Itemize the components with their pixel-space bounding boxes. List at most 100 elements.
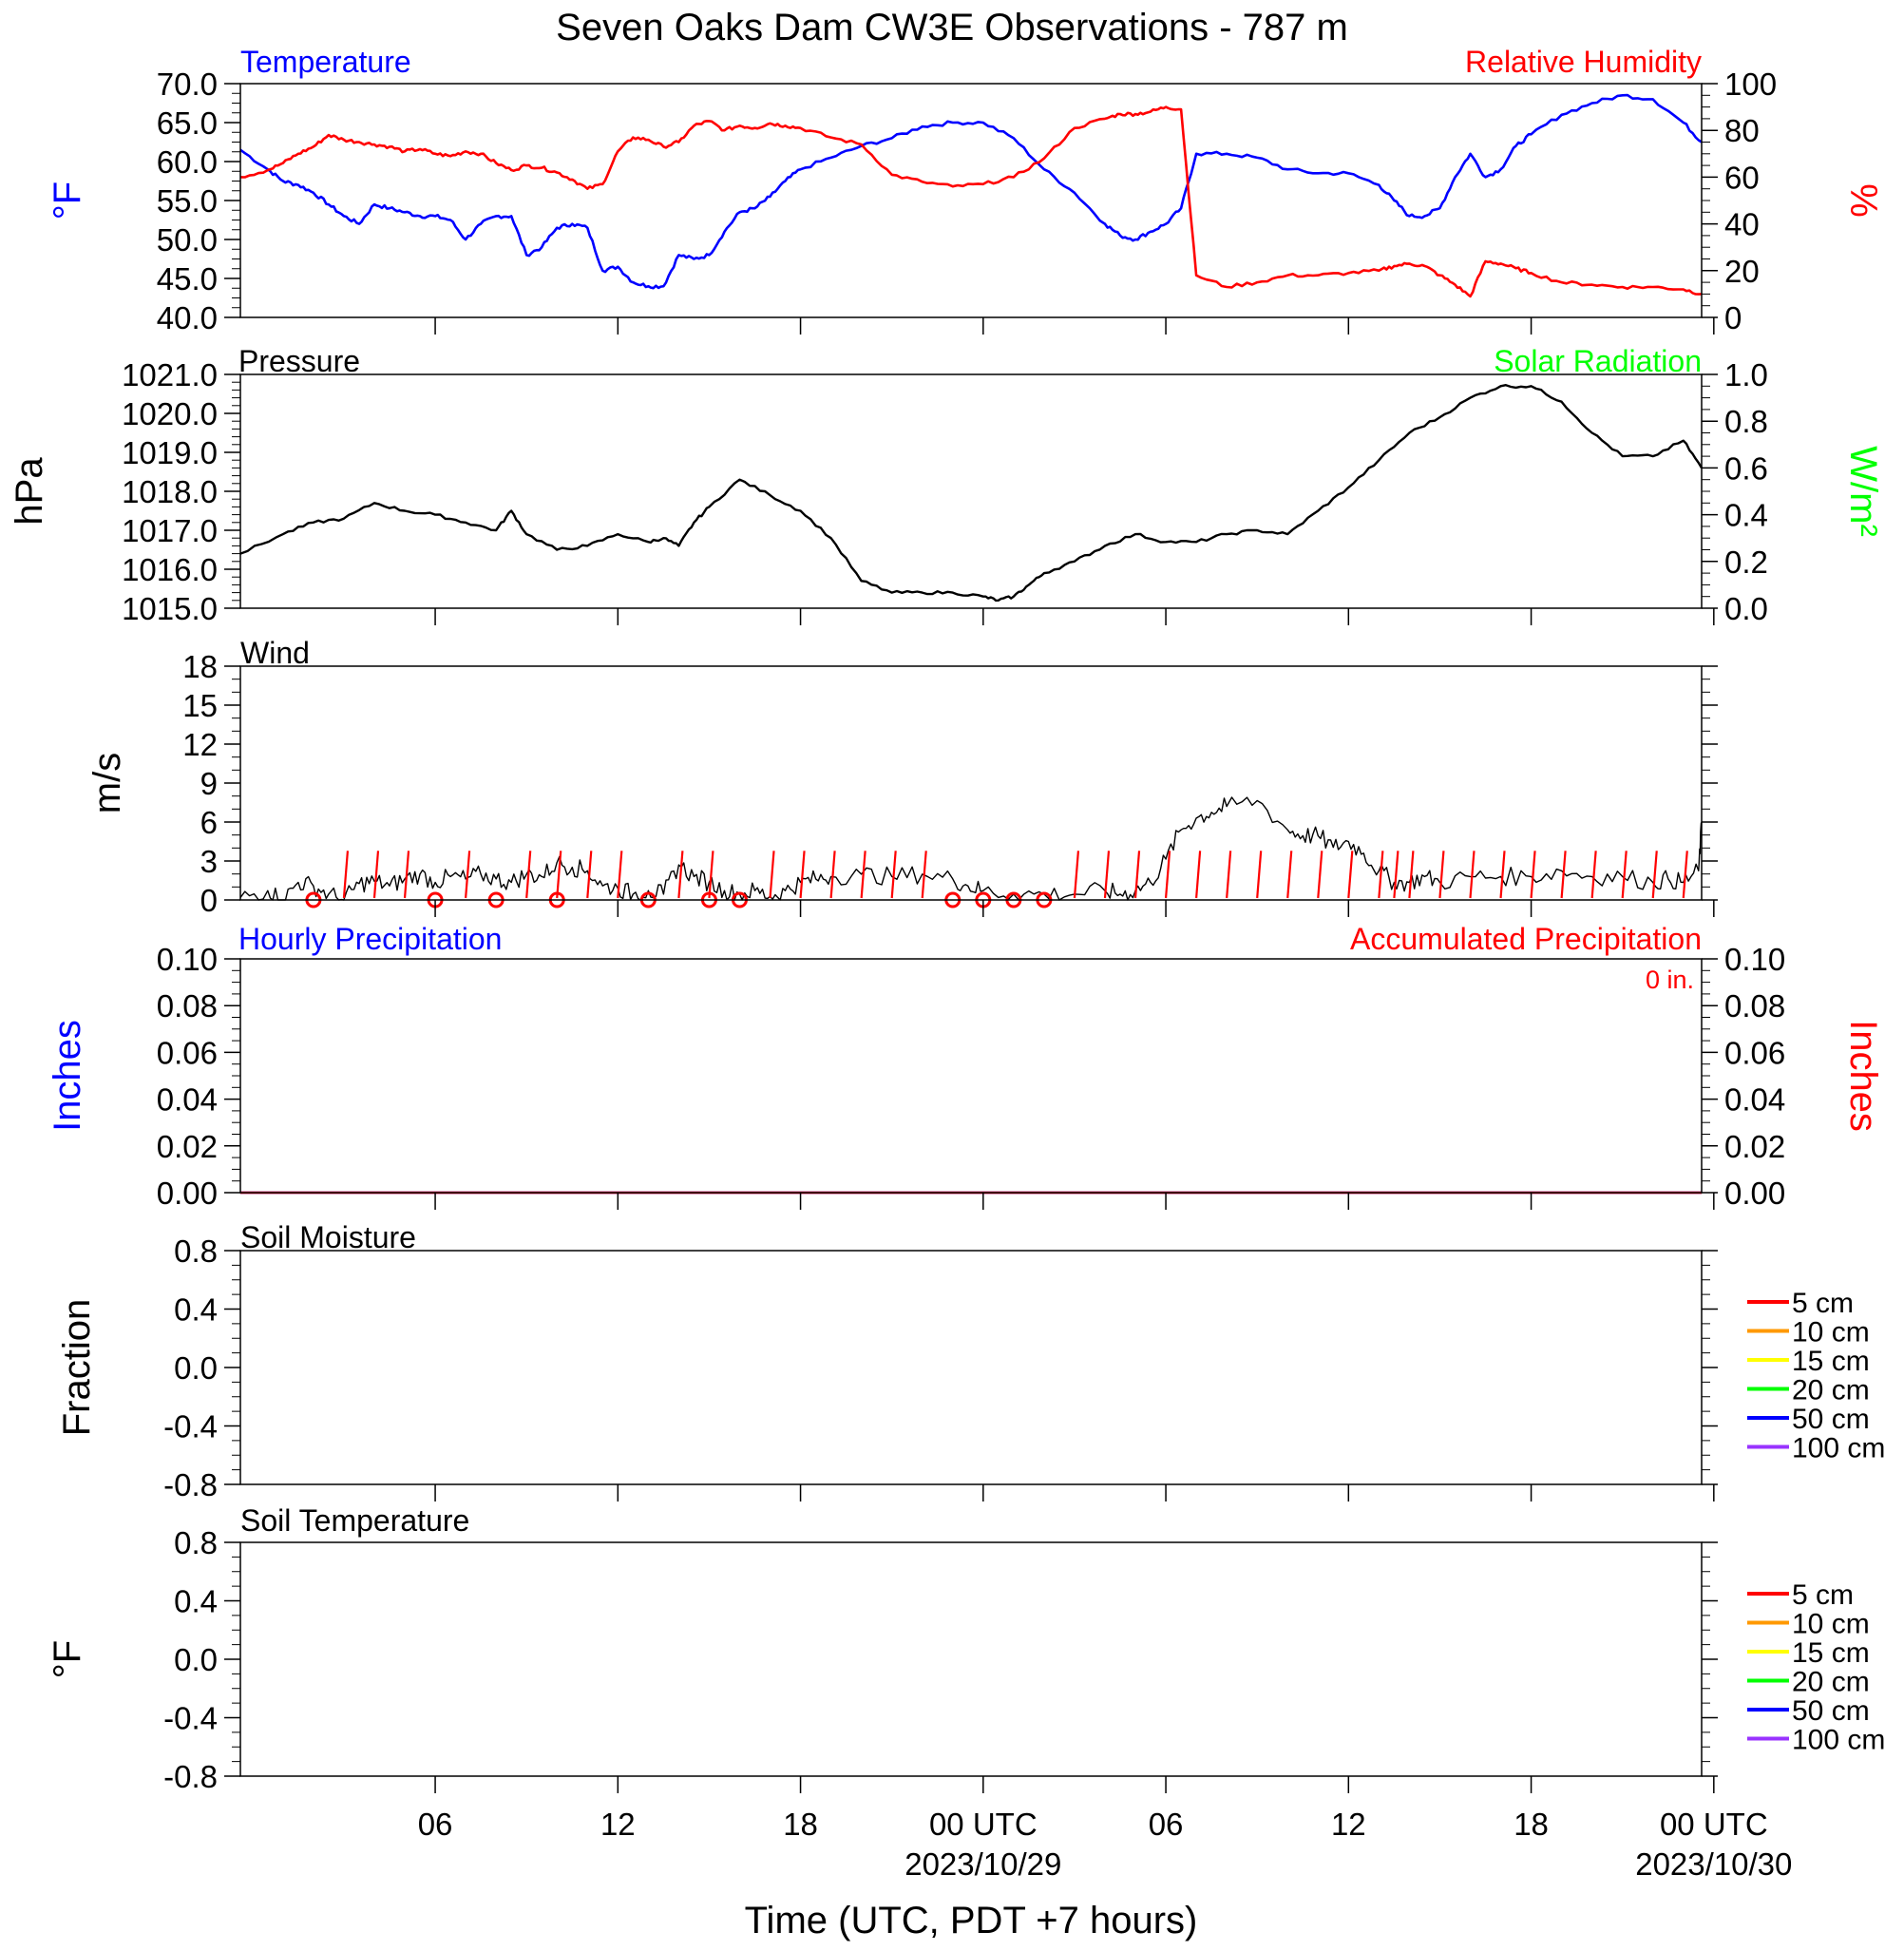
y-tick-label: 0.02	[1724, 1129, 1785, 1164]
y-tick-label: 3	[200, 844, 218, 879]
soil-moisture-title: Soil Moisture	[240, 1220, 416, 1254]
pressure-axis: 1021.0 1020.0 1019.0 1018.0 1017.0 1016.0 1015…	[122, 357, 240, 626]
wind-barb	[1103, 851, 1111, 899]
y-tick-label: 0.10	[1724, 942, 1785, 977]
y-tick-label: 0.8	[174, 1234, 218, 1269]
wind-barb	[1347, 851, 1354, 899]
wind-barb	[1226, 851, 1232, 899]
wind-barb	[342, 851, 350, 899]
legend-label: 20 cm	[1792, 1375, 1870, 1406]
wind-barb	[1164, 851, 1171, 899]
y-tick-label: 40.0	[157, 300, 218, 335]
wind-barb	[403, 851, 410, 899]
soil-moisture-right-ticks	[1702, 1250, 1718, 1485]
temp-rh-series-layer	[239, 93, 1703, 298]
wind-barb	[829, 851, 836, 899]
y-tick-label: 0.00	[1724, 1176, 1785, 1211]
y-tick-label: 0.08	[157, 988, 218, 1023]
accum-precip-title: Accumulated Precipitation	[1350, 922, 1702, 956]
wind-barb	[1590, 851, 1597, 899]
wind-barb	[1499, 851, 1506, 899]
y-tick-label: 0.00	[157, 1176, 218, 1211]
y-tick-label: -0.8	[163, 1759, 218, 1794]
y-tick-label: 0.0	[1724, 591, 1768, 626]
legend-label: 50 cm	[1792, 1404, 1870, 1435]
x-tick-label: 12	[600, 1807, 636, 1842]
y-tick-label: 0.04	[157, 1082, 218, 1118]
chart-title: Seven Oaks Dam CW3E Observations - 787 m	[556, 7, 1348, 48]
wind-barb	[1393, 851, 1399, 899]
soil-temperature-title: Soil Temperature	[240, 1503, 469, 1538]
wind-series-layer	[239, 796, 1703, 909]
wind-title: Wind	[240, 636, 310, 670]
soil-moisture-axis: 0.8 0.4 0.0 -0.4 -0.8	[163, 1234, 240, 1502]
soil-temperature-axis: 0.8 0.4 0.0 -0.4 -0.8	[163, 1525, 240, 1794]
humidity-unit: %	[1842, 183, 1884, 218]
y-tick-label: 0.0	[174, 1642, 218, 1677]
pressure-panel: 1021.0 1020.0 1019.0 1018.0 1017.0 1016.0 1015…	[9, 344, 1884, 626]
x-date-label: 2023/10/30	[1635, 1846, 1792, 1882]
wind-unit: m/s	[86, 753, 128, 813]
soil-temperature-right-ticks	[1702, 1541, 1718, 1777]
legend-label: 20 cm	[1792, 1667, 1870, 1698]
wind-barb	[890, 851, 897, 899]
wind-barb	[1560, 851, 1567, 899]
y-tick-label: 80	[1724, 113, 1760, 148]
legend-label: 10 cm	[1792, 1317, 1870, 1348]
pressure-frame	[239, 373, 1703, 609]
wind-barb	[1651, 851, 1658, 899]
humidity-axis: 100 80 60 40 20 0	[1702, 67, 1777, 335]
wind-barb	[921, 851, 927, 899]
hourly-precip-title: Hourly Precipitation	[238, 922, 502, 956]
legend-label: 10 cm	[1792, 1609, 1870, 1640]
y-tick-label: 0.08	[1724, 988, 1785, 1023]
x-tick-label: 18	[783, 1807, 818, 1842]
y-tick-label: 0.2	[1724, 545, 1768, 580]
y-tick-label: 1021.0	[122, 357, 218, 392]
wind-barb	[1469, 851, 1476, 899]
wind-barb	[525, 851, 532, 899]
y-tick-label: 70.0	[157, 67, 218, 102]
wind-panel: 18 15 12 9 6 3 0 Wind m/s	[86, 636, 1718, 918]
x-tick-label: 18	[1514, 1807, 1549, 1842]
y-tick-label: 1015.0	[122, 591, 218, 626]
soil-temperature-x-ticks	[434, 1776, 1715, 1793]
wind-barb	[1133, 851, 1141, 899]
precipitation-panel: 0.10 0.08 0.06 0.04 0.02 0.00 0.10 0.08 0.06 0.0…	[47, 922, 1884, 1211]
y-tick-label: -0.8	[163, 1467, 218, 1502]
y-tick-label: 0.10	[157, 942, 218, 977]
y-tick-label: 0.06	[157, 1035, 218, 1070]
wind-x-ticks	[434, 900, 1715, 917]
temperature-title: Temperature	[240, 45, 411, 79]
y-tick-label: 1017.0	[122, 513, 218, 548]
wind-barb	[1438, 851, 1445, 899]
y-tick-label: -0.4	[163, 1409, 218, 1444]
wind-barb	[1286, 851, 1293, 899]
y-tick-label: 1019.0	[122, 435, 218, 470]
y-tick-label: 15	[182, 688, 218, 723]
y-tick-label: 1.0	[1724, 357, 1768, 392]
y-tick-label: 40	[1724, 207, 1760, 242]
y-tick-label: 0.4	[174, 1584, 218, 1619]
solar-title: Solar Radiation	[1494, 344, 1702, 378]
pressure-x-ticks	[434, 608, 1715, 625]
wind-barb	[1378, 851, 1384, 899]
y-tick-label: 0.02	[157, 1129, 218, 1164]
wind-barb	[372, 851, 380, 899]
x-axis-label: Time (UTC, PDT +7 hours)	[745, 1900, 1198, 1941]
humidity-title: Relative Humidity	[1465, 45, 1702, 79]
y-tick-label: 55.0	[157, 183, 218, 219]
x-axis-labels: 06 12 18 00 UTC 2023/10/29 06 12 18 00 UTC 2023/1…	[418, 1807, 1793, 1882]
x-tick-label: 00 UTC	[1660, 1807, 1768, 1842]
y-tick-label: 1020.0	[122, 396, 218, 431]
y-tick-label: 0	[1724, 300, 1742, 335]
x-tick-label: 12	[1331, 1807, 1366, 1842]
wind-frame	[239, 665, 1703, 901]
y-tick-label: 12	[182, 727, 218, 762]
wind-barb	[860, 851, 866, 899]
wind-barb	[677, 851, 684, 899]
